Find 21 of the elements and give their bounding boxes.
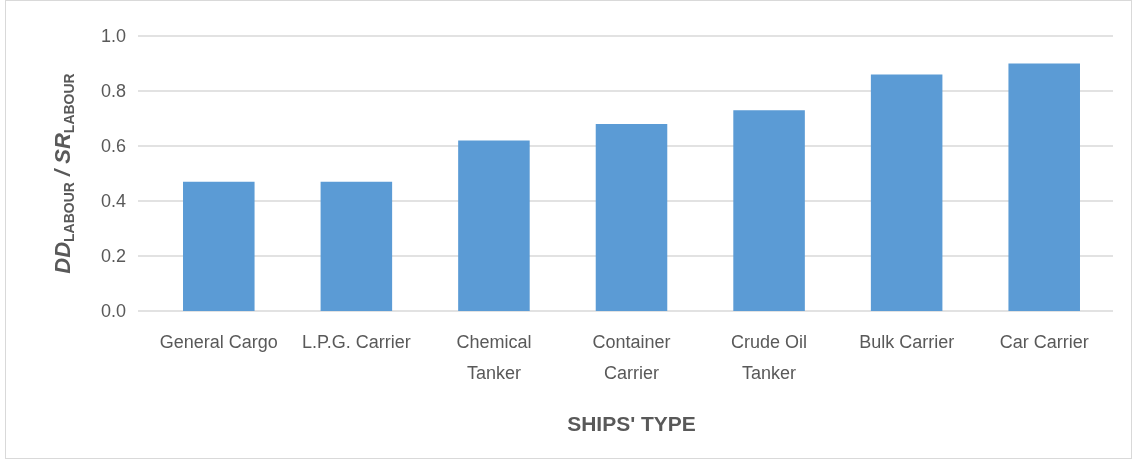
bar <box>1008 63 1080 311</box>
x-tick-label: Container Carrier <box>592 332 671 383</box>
y-tick-label: 0.4 <box>100 191 126 212</box>
y-tick-label: 0.8 <box>100 81 126 102</box>
x-tick-label: Chemical Tanker <box>456 332 532 383</box>
bar <box>458 140 530 311</box>
x-tick-label: Crude Oil Tanker <box>731 332 808 383</box>
x-tick-label: Car Carrier <box>999 332 1089 352</box>
x-axis-title: SHIPS' TYPE <box>567 412 696 435</box>
y-tick-label: 0.0 <box>100 301 126 322</box>
y-tick-label: 1.0 <box>100 26 126 47</box>
y-tick-label: 0.6 <box>100 136 126 157</box>
x-tick-label: General Cargo <box>159 332 278 352</box>
x-tick-label: Bulk Carrier <box>859 332 955 352</box>
bar <box>320 181 393 311</box>
bar <box>183 181 255 311</box>
bar <box>595 124 668 311</box>
bar <box>733 110 805 311</box>
bar <box>870 74 943 311</box>
x-tick-label: L.P.G. Carrier <box>302 332 411 352</box>
y-tick-label: 0.2 <box>100 246 126 267</box>
